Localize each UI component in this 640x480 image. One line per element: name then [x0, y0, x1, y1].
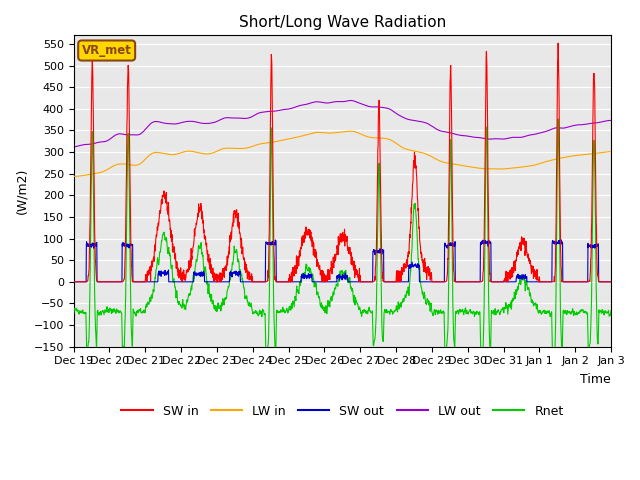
Y-axis label: (W/m2): (W/m2) [15, 168, 28, 214]
X-axis label: Time: Time [580, 373, 611, 386]
Title: Short/Long Wave Radiation: Short/Long Wave Radiation [239, 15, 446, 30]
Text: VR_met: VR_met [82, 44, 132, 57]
Legend: SW in, LW in, SW out, LW out, Rnet: SW in, LW in, SW out, LW out, Rnet [116, 400, 568, 423]
